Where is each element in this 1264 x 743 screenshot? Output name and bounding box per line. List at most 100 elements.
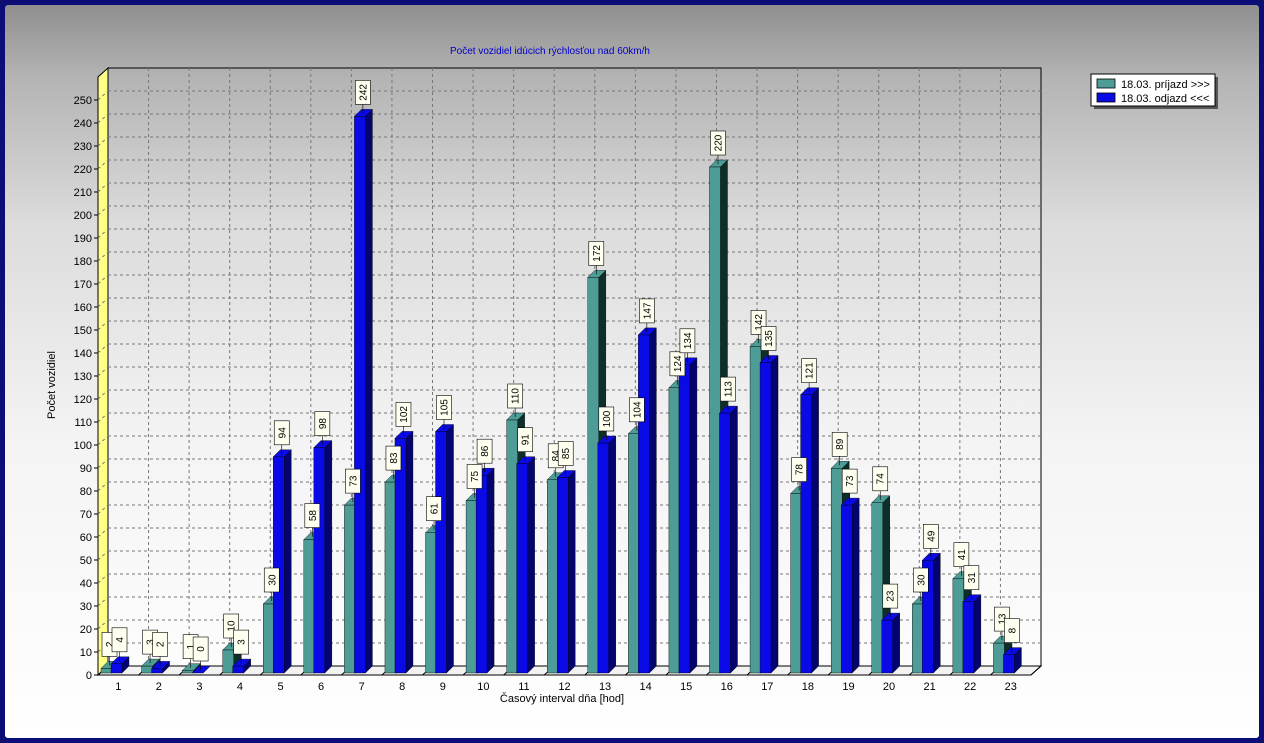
bar-front (922, 560, 934, 674)
data-label: 73 (841, 468, 858, 503)
x-tick-label: 13 (599, 681, 611, 693)
data-label-text: 220 (713, 134, 724, 151)
data-label-text: 58 (308, 510, 319, 522)
data-label-box (273, 420, 290, 446)
gridline-wall (97, 320, 109, 331)
bar-front (425, 532, 437, 674)
bar-odjazd (718, 405, 738, 674)
data-label-text: 23 (886, 590, 897, 602)
y-tick-label: 150 (74, 325, 92, 337)
gridline-wall (97, 113, 109, 124)
gridline-wall (97, 205, 109, 216)
bar-front (952, 578, 965, 674)
data-label-text: 61 (430, 503, 441, 515)
data-label-text: 8 (1007, 627, 1018, 633)
x-tick-label: 21 (923, 681, 935, 693)
data-label: 104 (629, 397, 645, 431)
y-tick-label: 220 (74, 164, 92, 176)
bar-odjazd (191, 665, 211, 674)
bar-front (638, 334, 650, 674)
bar-front (222, 649, 234, 674)
bar-front (465, 500, 478, 674)
legend-entry: 18.03. odjazd <<< (1121, 93, 1209, 105)
data-label-box (720, 376, 736, 402)
y-tick-label: 50 (80, 555, 92, 567)
data-label-box (953, 542, 970, 568)
y-tick-label: 80 (80, 486, 92, 498)
bar-odjazd (840, 497, 860, 674)
gridline-wall (97, 228, 109, 239)
data-label-box (639, 298, 655, 324)
bar-front (871, 502, 883, 674)
gridline-wall (97, 573, 109, 584)
bar-front (1003, 654, 1015, 674)
bar-side (527, 456, 535, 674)
x-tick-label: 23 (1005, 681, 1017, 693)
data-label-box (963, 565, 980, 591)
data-label: 98 (314, 411, 331, 445)
data-label: 124 (669, 351, 686, 385)
bar-side (365, 108, 373, 674)
gridline-wall (97, 412, 109, 423)
data-label-box (598, 406, 615, 432)
data-label-text: 13 (997, 613, 1008, 625)
bar-front (547, 479, 559, 674)
data-label: 110 (507, 383, 523, 417)
bar-odjazd (110, 656, 130, 674)
bar-front (181, 670, 194, 674)
bar-side (851, 497, 860, 674)
gridline-wall (97, 596, 109, 607)
x-tick-label: 14 (640, 681, 652, 693)
data-label-box (304, 503, 321, 528)
data-label-text: 3 (146, 639, 157, 645)
bar-front (313, 447, 326, 674)
y-tick-label: 200 (74, 210, 92, 222)
bar-front (394, 438, 407, 674)
y-tick-label: 0 (86, 670, 92, 682)
data-label-text: 74 (876, 473, 887, 485)
data-label-text: 49 (926, 530, 937, 542)
data-label: 2 (152, 632, 168, 666)
data-label-text: 41 (957, 549, 968, 561)
y-tick-label: 250 (74, 95, 92, 107)
bar-front (557, 477, 569, 674)
data-label-text: 98 (318, 418, 329, 430)
data-label-text: 0 (196, 646, 207, 652)
bar-odjazd (759, 355, 779, 674)
y-tick-label: 130 (74, 371, 92, 383)
data-label: 78 (791, 457, 807, 491)
data-label-box (710, 130, 726, 156)
data-label-text: 147 (642, 302, 653, 319)
data-label: 3 (233, 629, 249, 664)
bar-front (759, 362, 772, 674)
data-label: 74 (872, 466, 889, 500)
y-tick-label: 70 (80, 509, 92, 521)
data-label-text: 121 (805, 362, 816, 379)
gridline-wall (97, 550, 109, 561)
x-tick-label: 1 (115, 681, 121, 693)
bar-odjazd (962, 594, 982, 674)
plot-area: 0102030405060708090100110120130140150160… (74, 66, 1043, 693)
data-label-box (760, 326, 777, 351)
data-label: 220 (710, 130, 726, 164)
data-label-box (557, 441, 574, 466)
x-tick-label: 15 (680, 681, 692, 693)
bar-odjazd (435, 424, 455, 674)
data-label-text: 142 (754, 314, 765, 331)
y-tick-label: 40 (80, 578, 92, 590)
data-label-text: 85 (561, 448, 572, 460)
data-label-text: 94 (277, 427, 288, 439)
data-label: 105 (436, 395, 452, 429)
bar-odjazd (353, 108, 373, 674)
data-label: 94 (273, 420, 290, 454)
y-axis-label: Počet vozidiel (46, 351, 58, 419)
data-label-box (395, 402, 412, 427)
bar-odjazd (921, 552, 941, 674)
y-tick-label: 240 (74, 118, 92, 130)
y-tick-label: 90 (80, 463, 92, 475)
bar-side (811, 387, 819, 674)
bar-side (649, 327, 657, 674)
x-tick-label: 18 (802, 681, 814, 693)
data-label-text: 3 (237, 639, 248, 645)
